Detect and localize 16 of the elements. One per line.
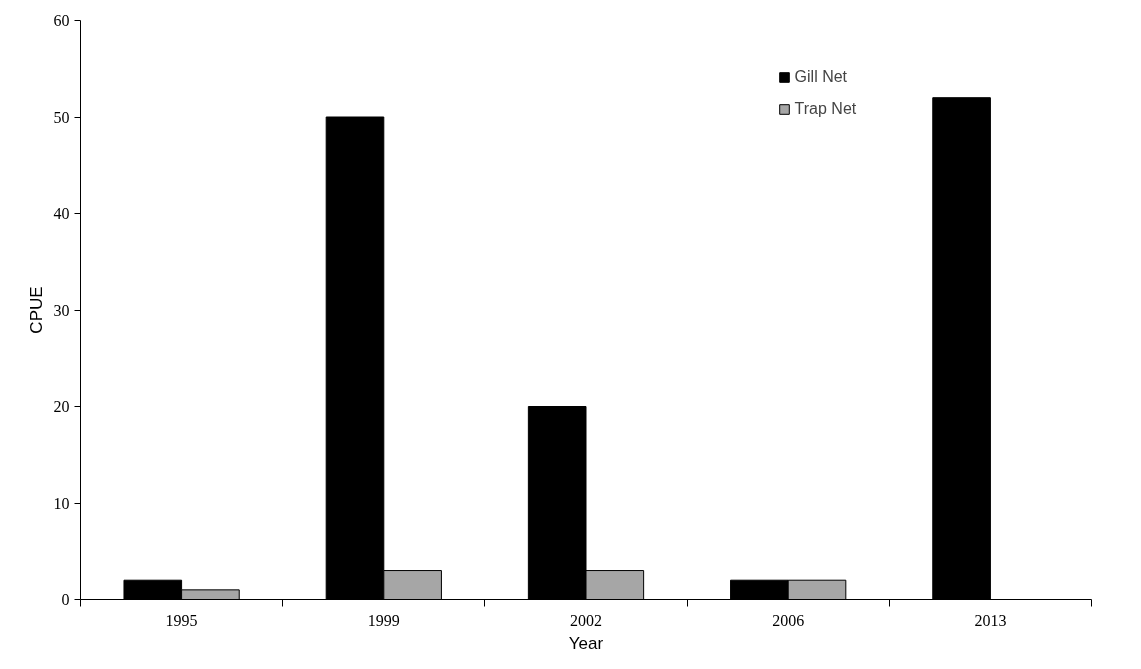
x-tick-label: 1999 <box>367 611 400 629</box>
legend-label: Gill Net <box>794 68 848 87</box>
legend-label: Trap Net <box>794 100 857 119</box>
y-tick-label: 30 <box>53 301 70 319</box>
x-tick-label: 2013 <box>974 611 1007 629</box>
y-tick-label: 10 <box>53 494 70 512</box>
y-axis-title: CPUE <box>26 286 46 334</box>
y-tick-label: 50 <box>53 108 70 126</box>
y-tick-label: 0 <box>61 591 70 608</box>
y-tick-label: 20 <box>53 398 70 415</box>
x-tick-label: 2006 <box>772 611 805 629</box>
x-tick-label: 2002 <box>570 611 602 629</box>
y-tick-label: 60 <box>53 12 70 29</box>
x-tick-label: 1995 <box>165 611 198 629</box>
x-axis-title: Year <box>568 633 604 653</box>
y-tick-label: 40 <box>53 205 70 222</box>
